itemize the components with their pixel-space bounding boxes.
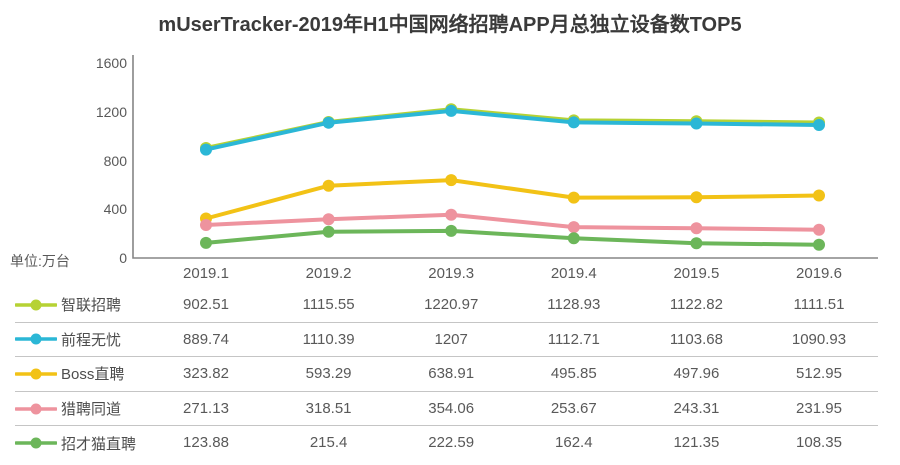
- value-cell: 497.96: [673, 365, 720, 383]
- value-cell: 108.35: [796, 434, 842, 452]
- value-cell: 1220.97: [424, 296, 479, 313]
- value-cell: 318.51: [305, 399, 352, 417]
- x-axis-label: 2019.6: [796, 265, 842, 282]
- value-cell: 222.59: [428, 434, 475, 452]
- value-cell: 243.31: [673, 399, 720, 417]
- value-cell: 1207: [434, 330, 468, 348]
- series-point: [200, 219, 212, 231]
- series-point: [567, 232, 580, 245]
- line-marker-icon: [15, 368, 57, 380]
- value-cell: 1103.68: [669, 330, 723, 348]
- series-name-label: 智联招聘: [61, 297, 122, 315]
- y-axis-tick: 0: [119, 250, 127, 266]
- series-point: [200, 143, 212, 156]
- series-name-label: 前程无忧: [61, 331, 122, 349]
- line-marker-icon: [15, 299, 57, 311]
- value-cell: 271.13: [183, 399, 229, 417]
- x-axis-label: 2019.1: [183, 265, 229, 282]
- value-cell: 231.95: [796, 399, 842, 417]
- series-point: [813, 189, 825, 202]
- legend-cell: 智联招聘: [15, 288, 121, 322]
- series-point: [690, 117, 703, 130]
- value-cell: 1090.93: [791, 330, 847, 348]
- value-cell: 1128.93: [547, 296, 601, 313]
- series-point: [813, 119, 825, 131]
- legend-row: 招才猫直聘 123.88 215.4 222.59 162.4 121.35 108.35: [15, 426, 878, 460]
- line-marker-icon: [15, 437, 57, 449]
- value-cell: 123.88: [183, 434, 229, 452]
- series-line-3: [204, 212, 821, 232]
- value-cell: 593.29: [305, 365, 352, 383]
- series-point: [567, 221, 580, 234]
- series-point: [445, 224, 458, 237]
- series-name-label: 招才猫直聘: [61, 435, 137, 453]
- value-cell: 1122.82: [669, 296, 723, 313]
- value-cell: 1110.39: [302, 330, 355, 348]
- chart-title: mUserTracker-2019年H1中国网络招聘APP月总独立设备数TOP5: [158, 14, 742, 36]
- series-point: [567, 116, 580, 129]
- legend-row: 智联招聘 902.51 1115.55 1220.97 1128.93 1122.82 11…: [15, 288, 878, 323]
- value-cell: 889.74: [183, 330, 229, 348]
- legend-cell: 招才猫直聘: [15, 426, 136, 460]
- line-marker-icon: [15, 403, 57, 415]
- series-line-4: [204, 228, 821, 247]
- series-name-label: Boss直聘: [61, 366, 125, 384]
- y-axis-tick: 1200: [95, 103, 127, 120]
- series-point: [813, 238, 825, 251]
- series-point: [200, 236, 212, 249]
- value-cell: 354.06: [428, 399, 475, 417]
- value-cell: 1111.51: [793, 296, 845, 313]
- y-axis-tick: 800: [103, 152, 127, 169]
- legend-cell: 前程无忧: [15, 323, 121, 357]
- series-point: [445, 174, 458, 187]
- series-line-1: [204, 108, 821, 152]
- value-cell: 162.4: [555, 434, 593, 452]
- value-cell: 1115.55: [302, 296, 355, 313]
- y-axis-tick: 400: [103, 201, 127, 218]
- series-point: [322, 225, 335, 238]
- series-point: [567, 191, 580, 204]
- value-cell: 512.95: [796, 365, 842, 383]
- legend-row: Boss直聘 323.82 593.29 638.91 495.85 497.96 512.…: [15, 357, 878, 392]
- legend-table: 智联招聘 902.51 1115.55 1220.97 1128.93 1122.82 11…: [15, 288, 878, 460]
- value-cell: 495.85: [550, 365, 597, 383]
- line-marker-icon: [15, 333, 57, 345]
- legend-row: 猎聘同道 271.13 318.51 354.06 253.67 243.31 231.95: [15, 392, 878, 427]
- x-axis-label: 2019.3: [428, 265, 475, 282]
- series-point: [322, 179, 335, 192]
- value-cell: 1112.71: [547, 330, 600, 348]
- value-cell: 253.67: [550, 399, 597, 417]
- legend-cell: Boss直聘: [15, 357, 124, 391]
- series-point: [322, 213, 335, 226]
- series-point: [813, 223, 825, 236]
- legend-cell: 猎聘同道: [15, 392, 121, 426]
- series-point: [445, 208, 458, 221]
- x-axis-label: 2019.5: [673, 265, 720, 282]
- x-axis-label: 2019.2: [305, 265, 352, 282]
- series-point: [322, 116, 335, 129]
- value-cell: 215.4: [309, 434, 348, 452]
- series-point: [690, 191, 703, 204]
- value-cell: 323.82: [183, 365, 229, 383]
- series-point: [690, 237, 703, 250]
- value-cell: 121.35: [673, 434, 720, 452]
- axis-lines: [132, 55, 878, 259]
- y-axis-tick: 1600: [95, 55, 127, 71]
- x-axis-labels: 2019.1 2019.2 2019.3 2019.4 2019.5 2019.6: [15, 262, 878, 286]
- series-name-label: 猎聘同道: [61, 401, 122, 419]
- series-line-2: [204, 178, 821, 221]
- series-point: [445, 104, 458, 117]
- unit-label: 单位:万台: [10, 253, 70, 269]
- value-cell: 902.51: [183, 296, 229, 313]
- x-axis-label: 2019.4: [550, 265, 597, 282]
- legend-row: 前程无忧 889.74 1110.39 1207 1112.71 1103.68 1090.…: [15, 323, 878, 358]
- series-point: [690, 222, 703, 235]
- value-cell: 638.91: [428, 365, 475, 383]
